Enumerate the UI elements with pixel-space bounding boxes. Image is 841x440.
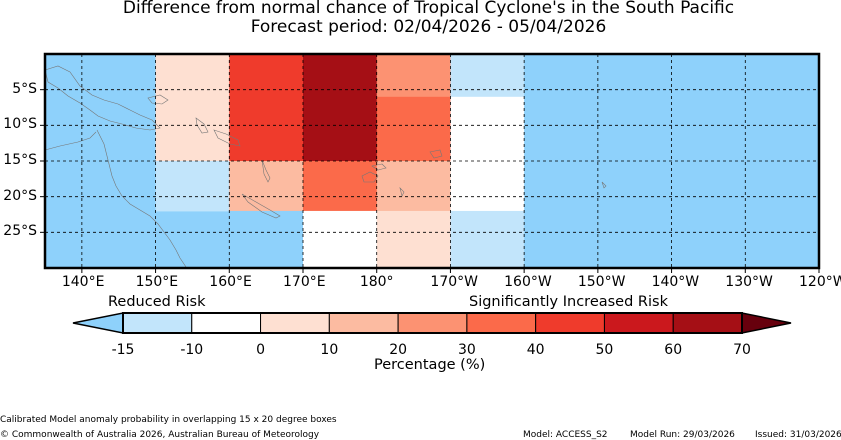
chart-title-line1: Difference from normal chance of Tropica… bbox=[122, 0, 735, 18]
x-tick-label: 150°E bbox=[135, 274, 179, 290]
colorbar-over-arrow bbox=[741, 312, 792, 334]
increased-risk-label: Significantly Increased Risk bbox=[469, 294, 668, 310]
colorbar-tick-label: -10 bbox=[180, 342, 204, 358]
cell-190-200-0S-6S bbox=[450, 54, 525, 98]
coast-samoa bbox=[429, 149, 443, 159]
x-tick-label: 150°W bbox=[577, 274, 626, 290]
y-tick-label: 5°S bbox=[12, 80, 37, 97]
footer-model-run: Model Run: 29/03/2026 bbox=[630, 430, 735, 440]
colorbar-tick-label: 40 bbox=[526, 342, 545, 358]
colorbar-segment bbox=[260, 312, 330, 334]
cell-150E-160E-15S-22S bbox=[155, 161, 230, 212]
coast-vanuatu bbox=[261, 159, 271, 183]
coast-bougainville bbox=[195, 117, 209, 134]
x-tick-label: 140°E bbox=[61, 274, 105, 290]
chart-title-line2: Forecast period: 02/04/2026 - 05/04/2026 bbox=[250, 17, 607, 37]
coast-cook bbox=[601, 181, 607, 189]
colorbar-tick-label: 10 bbox=[320, 342, 339, 358]
cell-160E-170E-15S-22S bbox=[229, 161, 304, 212]
colorbar-segment bbox=[535, 312, 605, 334]
cell-170E-180-22S-30S bbox=[303, 210, 378, 269]
colorbar-segment bbox=[466, 312, 537, 334]
footer-description: Calibrated Model anomaly probability in … bbox=[0, 415, 337, 425]
colorbar bbox=[72, 312, 792, 334]
colorbar-tick-label: 20 bbox=[389, 342, 408, 358]
colorbar-tick-label: 30 bbox=[457, 342, 476, 358]
cell-180-190-15S-22S bbox=[376, 161, 451, 212]
colorbar-segment bbox=[122, 312, 193, 334]
colorbar-segment bbox=[603, 312, 674, 334]
coast-solomons bbox=[213, 129, 241, 147]
reduced-risk-label: Reduced Risk bbox=[108, 294, 206, 310]
footer-model: Model: ACCESS_S2 bbox=[523, 430, 608, 440]
x-tick-label: 140°W bbox=[651, 274, 700, 290]
coast-gulf bbox=[44, 131, 97, 151]
cell-160E-170E-22S-30S bbox=[229, 210, 304, 269]
coast-cape-york bbox=[96, 129, 187, 268]
y-tick-label: 20°S bbox=[3, 187, 37, 204]
colorbar-tick-label: 70 bbox=[733, 342, 751, 358]
cell-170E-180-15S-22S bbox=[303, 161, 378, 212]
coast-new-caledonia bbox=[241, 193, 281, 219]
coast-new-britain bbox=[147, 94, 169, 105]
colorbar-segment bbox=[328, 312, 399, 334]
colorbar-segment bbox=[672, 312, 743, 334]
colorbar-xlabel: Percentage (%) bbox=[374, 357, 486, 373]
colorbar-tick-label: -15 bbox=[111, 342, 135, 358]
coastline bbox=[44, 65, 607, 268]
map-gridlines bbox=[45, 54, 820, 268]
coast-fiji-north bbox=[371, 163, 387, 171]
cell-190-200-22S-30S bbox=[450, 210, 525, 269]
map-panel bbox=[40, 52, 821, 273]
y-tick-label: 10°S bbox=[3, 116, 37, 133]
colorbar-tick-label: 50 bbox=[595, 342, 614, 358]
cell-180-190-0S-6S bbox=[376, 54, 451, 98]
y-tick-label: 15°S bbox=[3, 152, 37, 168]
y-tick-label: 25°S bbox=[3, 223, 37, 240]
x-tick-label: 130°W bbox=[725, 274, 773, 290]
x-tick-label: 170°E bbox=[283, 274, 326, 290]
cell-190-200-6S-22S bbox=[450, 96, 525, 212]
x-tick-label: 120°W bbox=[799, 274, 841, 290]
map-ticks bbox=[40, 89, 820, 273]
cell-150E-160E-0S-15S bbox=[155, 54, 230, 162]
colorbar-segment bbox=[397, 312, 468, 334]
coast-png bbox=[44, 65, 161, 131]
cell-180-190-22S-30S bbox=[376, 210, 451, 269]
cell-170E-180-0S-15S bbox=[303, 54, 378, 162]
coast-tonga bbox=[399, 187, 405, 197]
x-tick-label: 170°W bbox=[430, 274, 478, 290]
colorbar-segments bbox=[72, 312, 792, 334]
colorbar-segment bbox=[191, 312, 262, 334]
colorbar-frame bbox=[122, 312, 743, 334]
cell-160E-170E-0S-15S bbox=[229, 54, 304, 162]
x-tick-label: 160°W bbox=[504, 274, 552, 290]
colorbar-tick-label: 0 bbox=[256, 342, 265, 358]
x-tick-label: 180° bbox=[359, 274, 394, 290]
colorbar-tick-label: 60 bbox=[664, 342, 683, 358]
footer-copyright: © Commonwealth of Australia 2026, Austra… bbox=[0, 430, 320, 440]
footer-issued: Issued: 31/03/2026 bbox=[755, 430, 841, 440]
cell-180-190-6S-15S bbox=[376, 96, 451, 162]
x-tick-label: 160°E bbox=[209, 274, 252, 290]
colorbar-under-arrow bbox=[72, 312, 124, 334]
coast-fiji bbox=[361, 171, 379, 183]
cell-140E-150E-0S-22S bbox=[81, 54, 157, 212]
